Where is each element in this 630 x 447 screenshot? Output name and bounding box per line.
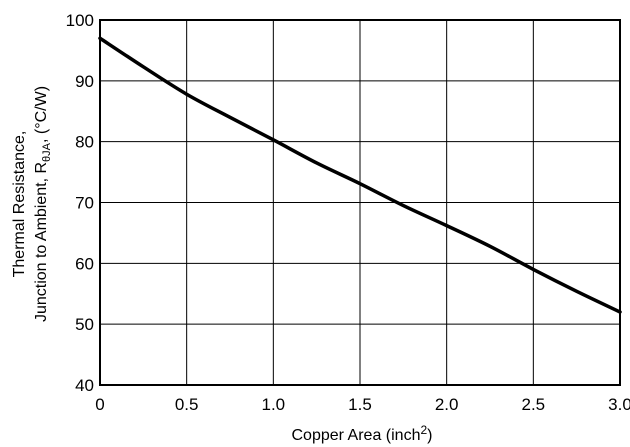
x-tick-label: 2.5 [522,395,546,414]
y-tick-label: 100 [66,11,94,30]
y-tick-label: 70 [75,194,94,213]
y-tick-label: 90 [75,72,94,91]
series-line-0 [98,36,622,314]
y-tick-labels: 40 50 60 70 80 90 100 [66,11,94,395]
x-tick-labels: 0 0.5 1.0 1.5 2.0 2.5 3.0 [95,395,630,414]
y-tick-label: 50 [75,315,94,334]
x-tick-label: 0 [95,395,104,414]
series-layer [98,36,622,314]
y-axis-label-line1: Thermal Resistance, [11,131,28,278]
plot-frame [99,19,621,386]
x-tick-label: 1.5 [348,395,372,414]
x-tick-label: 3.0 [608,395,630,414]
y-tick-label: 60 [75,254,94,273]
y-tick-label: 40 [75,376,94,395]
x-tick-label: 1.0 [262,395,286,414]
y-axis-label-line2: Junction to Ambient, RθJA, (°C/W) [33,86,53,322]
y-tick-label: 80 [75,133,94,152]
x-tick-label: 2.0 [435,395,459,414]
grid [99,19,621,386]
x-axis-label: Copper Area (inch2) [292,423,433,444]
x-tick-label: 0.5 [175,395,199,414]
